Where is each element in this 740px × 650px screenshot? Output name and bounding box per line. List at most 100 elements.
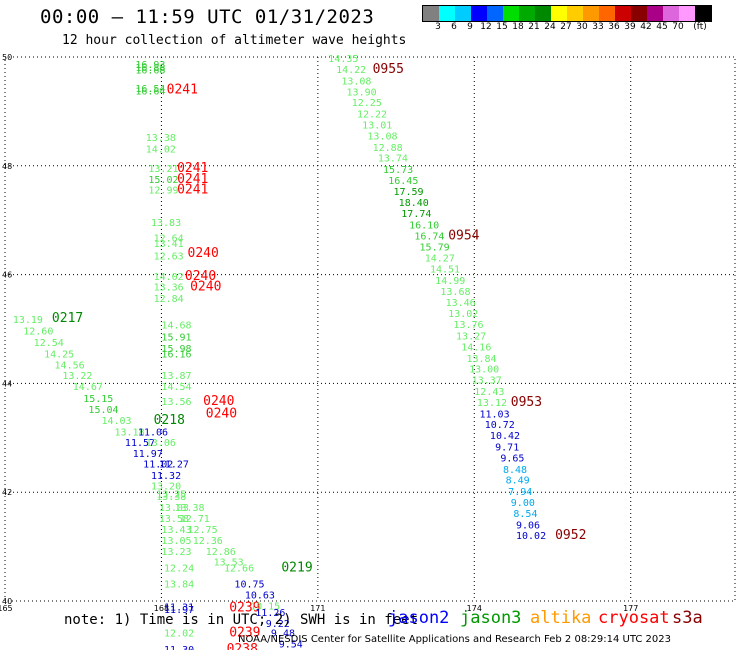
legend-swatch xyxy=(631,6,647,21)
wave-height-value: 10.75 xyxy=(234,580,264,591)
wave-height-value: 14.56 xyxy=(55,360,85,371)
legend-label: 39 xyxy=(624,22,636,32)
legend-label: 33 xyxy=(592,22,604,32)
lon-tick-label: 165 xyxy=(0,604,13,613)
wave-height-value: 12.60 xyxy=(23,327,53,338)
wave-height-value: 15.79 xyxy=(420,242,450,253)
legend-swatch xyxy=(615,6,631,21)
wave-height-value: 11.27 xyxy=(159,459,189,470)
axis-ticks: 50 48 46 44 42 40165 168 171 174 177 xyxy=(0,53,638,613)
satellite-label-altika: altika xyxy=(530,608,592,628)
wave-height-value: 12.63 xyxy=(154,252,184,263)
satellite-label-cryosat: cryosat xyxy=(598,608,670,628)
legend-swatch xyxy=(567,6,583,21)
wave-height-value: 16.88 xyxy=(135,63,165,74)
wave-height-value: 7.94 xyxy=(508,487,532,498)
wave-height-value: 13.20 xyxy=(151,482,181,493)
pass-time-label: 0239 xyxy=(229,601,260,616)
wave-height-value: 14.67 xyxy=(73,382,103,393)
wave-height-value: 11.03 xyxy=(480,409,510,420)
lon-tick-label: 174 xyxy=(467,604,482,613)
wave-height-value: 13.46 xyxy=(446,298,476,309)
lat-tick-label: 50 xyxy=(2,53,12,62)
map-grid xyxy=(5,57,735,601)
lat-tick-label: 44 xyxy=(2,379,12,388)
wave-height-value: 10.15 xyxy=(250,601,280,612)
wave-height-value: 14.25 xyxy=(44,349,74,360)
wave-height-value: 13.68 xyxy=(440,287,470,298)
lat-tick-label: 46 xyxy=(2,271,12,280)
legend-label: 27 xyxy=(560,22,572,32)
wave-height-value: 12.99 xyxy=(148,186,178,197)
wave-height-value: 15.04 xyxy=(88,405,118,416)
legend-swatch xyxy=(535,6,551,21)
wave-height-value: 14.22 xyxy=(336,65,366,76)
wave-height-value: 12.54 xyxy=(34,338,64,349)
wave-height-value: 13.03 xyxy=(159,503,189,514)
lon-tick-label: 168 xyxy=(154,604,169,613)
legend-swatch xyxy=(583,6,599,21)
wave-height-value: 14.03 xyxy=(101,416,131,427)
wave-height-value: 15.98 xyxy=(161,344,191,355)
legend-label: 9 xyxy=(467,22,473,32)
wave-height-value: 12.84 xyxy=(154,294,184,305)
legend-label: (ft) xyxy=(693,22,707,32)
wave-height-value: 13.90 xyxy=(347,87,377,98)
legend-label: 42 xyxy=(640,22,652,32)
wave-height-value: 15.91 xyxy=(161,333,191,344)
pass-time-label: 0217 xyxy=(52,311,83,326)
wave-height-value: 12.86 xyxy=(206,547,236,558)
wave-height-value: 13.56 xyxy=(161,397,191,408)
wave-height-value: 9.71 xyxy=(495,443,519,454)
wave-height-value: 13.21 xyxy=(148,164,178,175)
pass-time-label: 0218 xyxy=(154,413,185,428)
wave-height-value: 12.88 xyxy=(373,143,403,154)
legend-swatch xyxy=(679,6,695,21)
legend-label: 45 xyxy=(656,22,668,32)
wave-height-value: 16.54 xyxy=(135,84,165,95)
satellite-label-jason3: jason3 xyxy=(460,608,522,628)
wave-height-value: 13.01 xyxy=(362,120,392,131)
wave-height-value: 16.93 xyxy=(135,60,165,71)
lat-tick-label: 40 xyxy=(2,597,12,606)
wave-height-value: 8.49 xyxy=(506,476,530,487)
legend-swatch xyxy=(695,6,711,21)
wave-height-value: 13.76 xyxy=(453,320,483,331)
legend-swatch xyxy=(647,6,663,21)
wave-height-value: 14.35 xyxy=(328,54,358,65)
pass-time-label: 0240 xyxy=(185,269,216,284)
wave-height-value: 9.22 xyxy=(266,619,290,630)
wave-height-value: 12.24 xyxy=(164,563,194,574)
legend-swatch xyxy=(423,6,439,21)
legend-swatch xyxy=(487,6,503,21)
wave-height-value: 15.15 xyxy=(83,394,113,405)
wave-height-value: 12.22 xyxy=(357,110,387,121)
wave-height-value: 13.06 xyxy=(146,438,176,449)
wave-height-value: 15.02 xyxy=(148,175,178,186)
wave-height-value: 13.00 xyxy=(469,365,499,376)
wave-height-value: 9.48 xyxy=(271,629,295,640)
wave-height-value: 14.02 xyxy=(146,144,176,155)
legend-label: 6 xyxy=(451,22,457,32)
wave-height-value: 14.68 xyxy=(161,321,191,332)
wave-height-value: 8.48 xyxy=(503,465,527,476)
pass-time-label: 0953 xyxy=(511,395,542,410)
wave-height-value: 13.27 xyxy=(456,332,486,343)
wave-height-value: 9.65 xyxy=(500,453,524,464)
wave-height-value: 11.26 xyxy=(255,608,285,619)
legend-label: 30 xyxy=(576,22,588,32)
legend-label: 36 xyxy=(608,22,620,32)
wave-height-value: 12.43 xyxy=(474,387,504,398)
wave-height-value: 12.25 xyxy=(352,98,382,109)
map-frame xyxy=(4,56,736,602)
legend-swatch xyxy=(551,6,567,21)
wave-height-value: 13.43 xyxy=(161,525,191,536)
wave-height-value: 11.57 xyxy=(125,438,155,449)
wave-height-value: 12.36 xyxy=(193,536,223,547)
wave-height-value: 16.45 xyxy=(388,176,418,187)
wave-height-value: 12.64 xyxy=(154,234,184,245)
legend-swatch xyxy=(471,6,487,21)
legend-label: 15 xyxy=(496,22,508,32)
